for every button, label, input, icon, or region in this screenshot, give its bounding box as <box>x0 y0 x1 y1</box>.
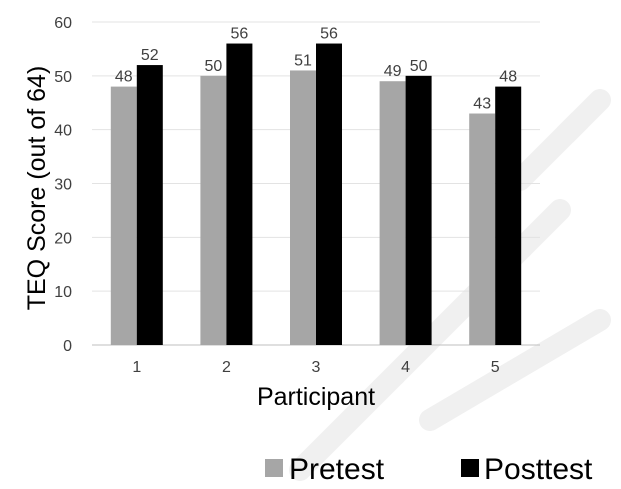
y-tick-label: 50 <box>54 69 72 86</box>
bar-pretest-5 <box>469 113 496 346</box>
bar-pretest-4 <box>379 81 406 345</box>
legend-label-pretest: Pretest <box>289 453 385 486</box>
bar-posttest-1 <box>136 65 163 346</box>
data-label-pretest-2: 50 <box>205 58 223 75</box>
data-label-posttest-2: 56 <box>231 26 249 43</box>
y-tick-label: 0 <box>63 338 72 355</box>
legend-swatch-posttest <box>461 459 479 477</box>
y-tick-label: 10 <box>54 284 72 301</box>
watermark-decoration <box>289 89 611 481</box>
legend: Pretest Posttest <box>265 453 593 486</box>
x-tick-label: 3 <box>312 359 321 376</box>
bar-posttest-5 <box>495 86 522 345</box>
data-label-pretest-1: 48 <box>115 69 133 86</box>
data-label-pretest-3: 51 <box>294 52 312 69</box>
legend-swatch-pretest <box>265 459 283 477</box>
x-tick-label: 4 <box>401 359 410 376</box>
bar-posttest-4 <box>405 75 432 345</box>
data-label-pretest-4: 49 <box>384 63 402 80</box>
x-axis-ticks: 1 2 3 4 5 <box>132 359 499 376</box>
data-label-posttest-4: 50 <box>410 58 428 75</box>
bar-pretest-2 <box>200 75 227 345</box>
y-tick-label: 60 <box>54 15 72 32</box>
bar-posttest-2 <box>226 43 253 346</box>
bar-pretest-1 <box>110 86 137 345</box>
y-tick-label: 40 <box>54 123 72 140</box>
bars-layer <box>110 43 522 346</box>
y-tick-label: 20 <box>54 230 72 247</box>
x-tick-label: 5 <box>491 359 500 376</box>
data-label-pretest-5: 43 <box>473 96 491 113</box>
bar-pretest-3 <box>290 70 316 345</box>
data-label-posttest-3: 56 <box>320 26 338 43</box>
data-label-posttest-5: 48 <box>499 69 517 86</box>
x-tick-label: 2 <box>222 359 231 376</box>
y-axis-title: TEQ Score (out of 64) <box>23 66 51 311</box>
legend-label-posttest: Posttest <box>484 453 593 486</box>
data-label-posttest-1: 52 <box>141 47 159 64</box>
y-tick-label: 30 <box>54 177 72 194</box>
y-axis-ticks: 0 10 20 30 40 50 60 <box>54 15 72 355</box>
bar-posttest-3 <box>316 43 342 346</box>
data-labels: 48 52 50 56 51 56 49 50 43 48 <box>115 26 517 113</box>
x-axis-title: Participant <box>257 383 375 411</box>
x-tick-label: 1 <box>132 359 141 376</box>
